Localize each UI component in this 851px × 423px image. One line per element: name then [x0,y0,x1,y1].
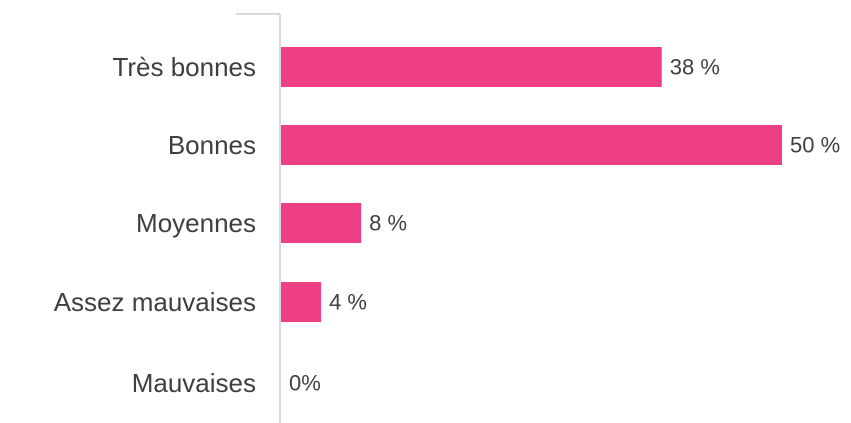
bars-layer [281,47,782,322]
value-label-assez-mauvaises: 4 % [329,290,367,315]
category-label-assez-mauvaises: Assez mauvaises [54,287,256,317]
category-label-tres-bonnes: Très bonnes [112,52,256,82]
value-label-bonnes: 50 % [790,133,840,158]
category-label-mauvaises: Mauvaises [132,368,256,398]
value-label-tres-bonnes: 38 % [670,55,720,80]
category-label-bonnes: Bonnes [168,130,256,160]
value-label-moyennes: 8 % [369,211,407,236]
bar-bonnes [281,125,782,165]
category-label-moyennes: Moyennes [136,208,256,238]
bar-tres-bonnes [281,47,662,87]
bar-assez-mauvaises [281,282,322,322]
value-label-mauvaises: 0% [289,371,321,396]
axis-layer [236,13,281,423]
labels-layer: Très bonnes 38 % Bonnes 50 % Moyennes 8 % Asse… [54,52,840,398]
bar-moyennes [281,203,362,243]
